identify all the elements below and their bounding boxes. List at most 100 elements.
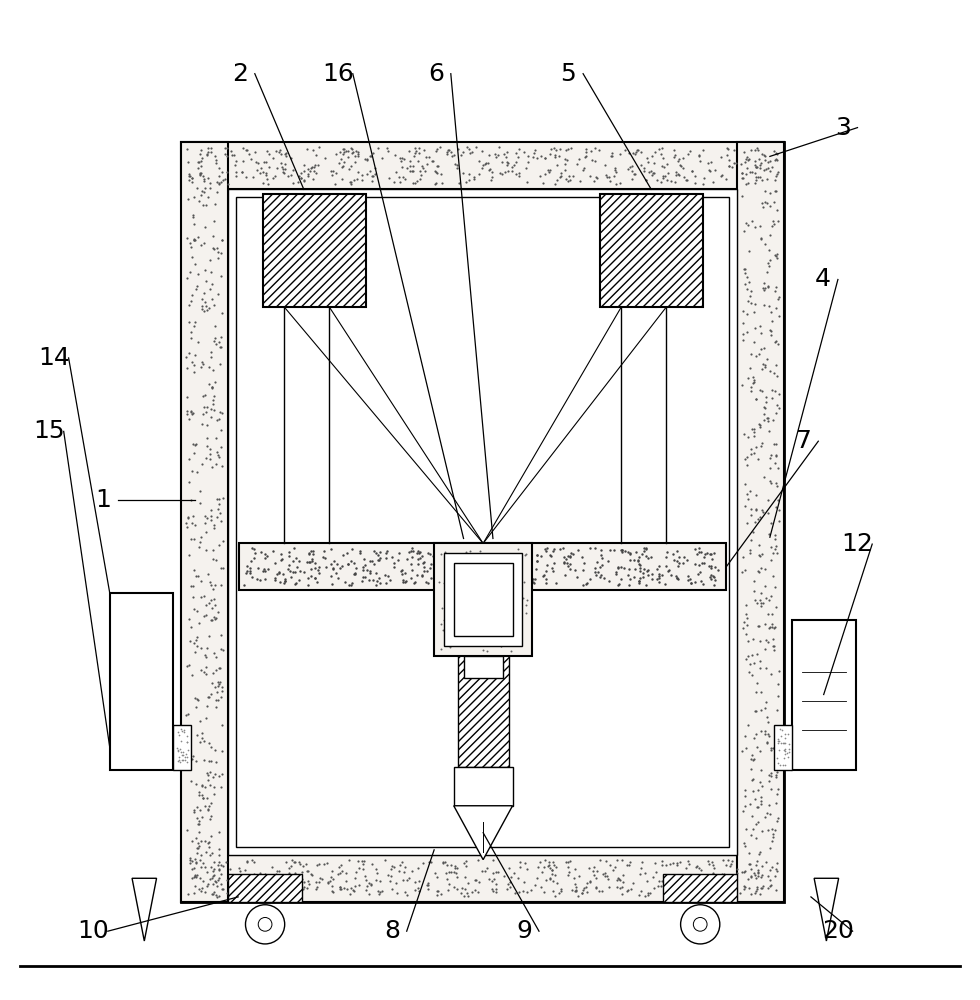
Point — [514, 574, 529, 590]
Point — [378, 550, 394, 566]
Point — [748, 514, 763, 530]
Point — [497, 570, 513, 586]
Point — [636, 163, 652, 179]
Circle shape — [694, 917, 708, 931]
Point — [344, 541, 360, 557]
Point — [203, 739, 219, 755]
Point — [612, 872, 628, 888]
Point — [696, 549, 711, 565]
Point — [419, 156, 435, 172]
Point — [194, 880, 210, 896]
Point — [656, 170, 671, 186]
Point — [755, 823, 770, 839]
Point — [433, 886, 449, 902]
Point — [492, 165, 508, 181]
Point — [738, 451, 754, 467]
Point — [340, 881, 356, 897]
Point — [702, 162, 717, 178]
Point — [589, 170, 605, 186]
Point — [734, 864, 750, 880]
Point — [466, 597, 481, 613]
Point — [720, 141, 736, 157]
Point — [296, 173, 312, 189]
Point — [203, 446, 219, 462]
Point — [515, 543, 531, 559]
Point — [394, 563, 410, 579]
Point — [684, 163, 700, 179]
Point — [211, 674, 226, 690]
Point — [657, 576, 672, 592]
Point — [579, 884, 595, 900]
Point — [632, 563, 648, 579]
Point — [186, 445, 202, 461]
Point — [479, 569, 495, 585]
Point — [465, 553, 480, 569]
Point — [209, 444, 224, 460]
Point — [763, 323, 779, 339]
Point — [475, 157, 491, 173]
Point — [208, 148, 223, 164]
Point — [736, 223, 752, 239]
Point — [748, 883, 763, 899]
Point — [754, 858, 769, 874]
Point — [317, 856, 332, 872]
Point — [430, 883, 446, 899]
Text: 10: 10 — [77, 919, 109, 943]
Point — [693, 153, 709, 169]
Point — [193, 359, 209, 375]
Point — [740, 429, 756, 445]
Point — [173, 744, 189, 760]
Point — [428, 164, 444, 180]
Point — [246, 866, 262, 882]
Point — [343, 174, 359, 190]
Point — [750, 142, 765, 158]
Point — [441, 564, 457, 580]
Point — [367, 160, 382, 176]
Point — [749, 140, 764, 156]
Point — [505, 544, 520, 560]
Point — [552, 148, 567, 164]
Point — [214, 779, 229, 795]
Point — [216, 858, 231, 874]
Point — [372, 544, 388, 560]
Point — [626, 569, 642, 585]
Point — [483, 542, 499, 558]
Point — [205, 845, 220, 861]
Point — [756, 280, 771, 296]
Point — [350, 144, 366, 160]
Point — [367, 166, 382, 182]
Point — [213, 866, 228, 882]
Point — [249, 154, 265, 170]
Point — [557, 162, 572, 178]
Point — [672, 157, 688, 173]
Point — [710, 562, 726, 578]
Point — [386, 559, 402, 575]
Point — [299, 554, 315, 570]
Point — [639, 873, 655, 889]
Bar — [181, 142, 784, 189]
Point — [602, 879, 617, 895]
Point — [644, 167, 660, 183]
Point — [208, 699, 223, 715]
Point — [202, 281, 218, 297]
Point — [598, 853, 613, 869]
Point — [296, 879, 312, 895]
Point — [655, 168, 670, 184]
Point — [493, 553, 509, 569]
Point — [408, 145, 423, 161]
Point — [203, 592, 219, 608]
Point — [765, 545, 781, 561]
Point — [431, 574, 447, 590]
Point — [773, 728, 789, 744]
Point — [461, 564, 476, 580]
Point — [667, 147, 683, 163]
Point — [193, 859, 209, 875]
Point — [503, 564, 518, 580]
Point — [768, 448, 784, 464]
Point — [589, 554, 605, 570]
Point — [445, 563, 461, 579]
Point — [753, 341, 768, 357]
Point — [745, 747, 760, 763]
Point — [777, 757, 793, 773]
Point — [450, 633, 465, 649]
